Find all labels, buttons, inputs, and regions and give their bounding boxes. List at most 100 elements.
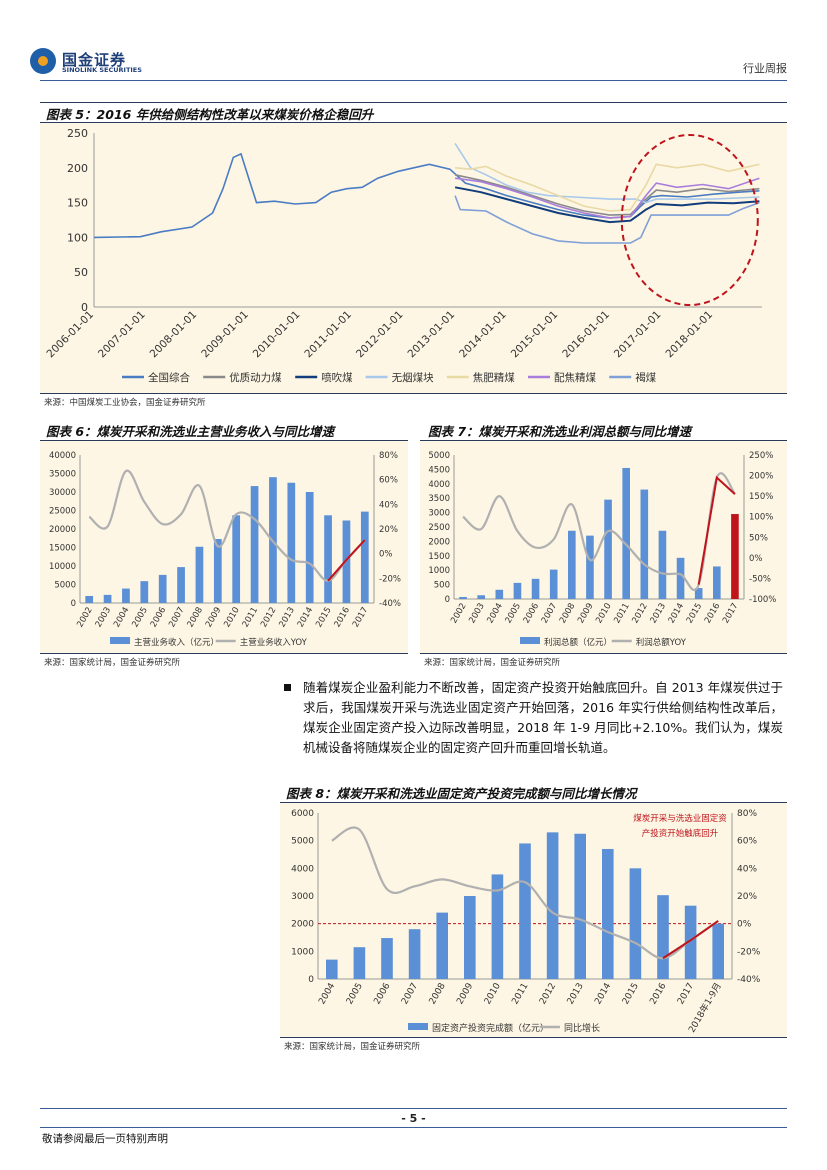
fig6-bar-11 — [287, 482, 296, 603]
fig8-bar-10 — [602, 848, 614, 979]
logo-text-cn: 国金证券 — [62, 51, 127, 69]
fig7-x-tick-0: 2002 — [449, 602, 468, 626]
fig6-bar-1 — [103, 594, 112, 603]
fig6-y-left-tick-8: 40000 — [49, 451, 76, 461]
fig5-x-tick-5: 2011-01-01 — [302, 309, 354, 361]
fig7-y-left-tick-4: 2000 — [428, 537, 450, 547]
fig7-red-trend — [697, 475, 736, 585]
fig5-series-0 — [93, 152, 760, 239]
fig6-y-right-tick-5: 60% — [379, 476, 398, 486]
fig7-y-right-tick-4: 100% — [749, 513, 773, 523]
fig8-x-tick-9: 2013 — [566, 982, 586, 1007]
footer-rule-2 — [40, 1127, 787, 1128]
fig6-x-tick-4: 2006 — [149, 606, 168, 630]
fig7-title: 图表 7：煤炭开采和洗选业利润总额与同比增速 — [428, 424, 692, 439]
fig6-bar-9 — [250, 486, 259, 603]
fig7-bar-15 — [731, 514, 739, 599]
fig6-chart: 0 5000 10000 15000 20000 25000 30000 35000 40000… — [49, 451, 401, 648]
fig6-y-right-tick-4: 40% — [379, 500, 398, 510]
fig8-source: 来源：国家统计局，国金证券研究所 — [284, 1042, 421, 1052]
fig6-y-right-tick-1: -20% — [379, 574, 401, 584]
fig7-y-left-tick-9: 4500 — [428, 465, 450, 475]
fig5-highlight-ellipse — [620, 134, 759, 306]
fig6-y-left-tick-7: 35000 — [49, 470, 76, 480]
fig7-bar-3 — [513, 582, 522, 599]
fig7-y-right-tick-0: -100% — [749, 595, 776, 605]
fig5-chart: 0 50 100 150 200 250 2006-01-01 2007-01-01 2008-… — [44, 127, 762, 384]
fig6-x-tick-1: 2003 — [94, 606, 113, 630]
header-rule — [40, 80, 787, 81]
fig7-x-tick-7: 2009 — [576, 602, 595, 626]
fig7-y-right-tick-5: 150% — [749, 492, 773, 502]
fig8-bar-9 — [574, 833, 586, 979]
fig6-bar-6 — [195, 546, 204, 603]
fig7-legend-line-label: 利润总额YOY — [636, 637, 687, 648]
fig6-y-right-tick-2: 0% — [379, 550, 393, 560]
fig7-x-tick-13: 2015 — [685, 602, 704, 626]
fig7-y-right-tick-6: 200% — [749, 472, 773, 482]
fig8-y-left-tick-0: 0 — [308, 975, 314, 985]
fig5-x-tick-2: 2008-01-01 — [148, 309, 200, 361]
fig8-title: 图表 8：煤炭开采和洗选业固定资产投资完成额与同比增长情况 — [286, 786, 637, 801]
fig5-source: 来源：中国煤炭工业协会，国金证券研究所 — [44, 398, 206, 408]
fig7-x-tick-4: 2006 — [522, 602, 541, 626]
fig6-x-tick-15: 2017 — [351, 606, 370, 630]
fig5-y-tick-0: 0 — [81, 301, 88, 314]
fig7-source: 来源：国家统计局，国金证券研究所 — [424, 658, 561, 668]
fig6-panel: 0 5000 10000 15000 20000 25000 30000 35000 40000… — [40, 440, 408, 654]
fig6-bar-13 — [324, 515, 332, 603]
fig8-x-tick-4: 2008 — [428, 981, 448, 1006]
fig8-bar-5 — [464, 896, 476, 979]
fig6-legend-bar-swatch — [110, 637, 130, 644]
fig8-bar-8 — [546, 832, 559, 979]
fig6-red-trend — [327, 539, 366, 582]
fig7-bar-1 — [477, 595, 485, 599]
fig7-y-left-tick-10: 5000 — [428, 451, 450, 461]
fig6-x-tick-14: 2016 — [333, 606, 352, 630]
fig6-bar-14 — [342, 520, 351, 603]
fig8-x-tick-1: 2005 — [345, 982, 365, 1007]
fig7-y-left-tick-7: 3500 — [428, 494, 450, 504]
fig6-y-left-tick-3: 15000 — [49, 544, 76, 554]
fig8-bar-0 — [326, 959, 338, 979]
fig7-bar-6 — [568, 530, 576, 599]
fig8-legend-bar-label: 固定资产投资完成额（亿元） — [432, 1022, 549, 1034]
fig5-y-tick-2: 100 — [67, 231, 88, 244]
fig8-y-left-tick-6: 6000 — [291, 809, 314, 819]
fig6-bar-0 — [85, 595, 94, 603]
fig7-x-tick-3: 2005 — [504, 602, 523, 626]
fig8-bar-2 — [381, 938, 393, 979]
fig7-x-tick-8: 2010 — [594, 602, 613, 626]
fig5-y-tick-5: 250 — [67, 127, 88, 140]
document-type: 行业周报 — [743, 62, 787, 75]
fig7-bar-13 — [694, 588, 703, 599]
fig7-bar-9 — [622, 467, 630, 599]
fig6-y-right-tick-6: 80% — [379, 451, 398, 461]
fig7-legend-bar-swatch — [520, 637, 540, 644]
fig8-annotation-line-2: 产投资开始触底回升 — [642, 828, 719, 839]
fig8-y-left-tick-4: 4000 — [291, 864, 314, 874]
fig8-y-left-tick-2: 2000 — [291, 920, 314, 930]
fig6-y-left-tick-2: 10000 — [49, 562, 76, 572]
fig5-panel: 0 50 100 150 200 250 2006-01-01 2007-01-01 2008-… — [40, 122, 787, 394]
fig6-x-tick-6: 2008 — [186, 606, 205, 630]
fig7-y-left-tick-1: 500 — [434, 581, 450, 591]
fig7-x-tick-5: 2007 — [540, 602, 559, 626]
fig6-x-tick-9: 2011 — [241, 606, 260, 630]
fig5-x-tick-3: 2009-01-01 — [199, 309, 251, 361]
fig8-y-right-tick-4: 40% — [737, 864, 757, 874]
fig6-y-left-tick-4: 20000 — [49, 525, 76, 535]
fig5-top-rule — [40, 102, 787, 103]
fig6-x-tick-10: 2012 — [259, 606, 278, 630]
fig5-legend-label-3: 无烟煤块 — [392, 371, 434, 384]
fig7-chart: 0 500 1000 1500 2000 2500 3000 3500 4000 4500 5000… — [428, 451, 776, 648]
fig5-legend-label-2: 喷吹煤 — [321, 371, 353, 384]
fig7-y-right-tick-7: 250% — [749, 451, 773, 461]
fig6-legend-line-label: 主营业务收入YOY — [240, 637, 308, 648]
fig8-x-tick-8: 2012 — [538, 982, 558, 1007]
fig5-x-tick-9: 2015-01-01 — [509, 309, 561, 361]
fig5-x-tick-8: 2014-01-01 — [457, 309, 509, 361]
fig7-bar-14 — [713, 566, 721, 599]
fig7-bar-5 — [549, 569, 558, 599]
logo-text-en: SINOLINK SECURITIES — [62, 66, 142, 74]
